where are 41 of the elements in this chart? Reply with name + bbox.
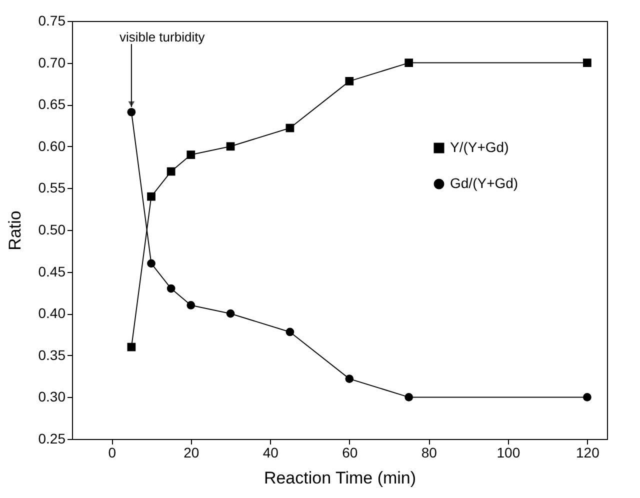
point: [286, 328, 294, 336]
point: [345, 374, 354, 383]
point: [583, 393, 592, 402]
y-tick-label: 0.60: [38, 138, 66, 154]
y-tick-label: 0.25: [38, 430, 66, 446]
y-tick-label: 0.35: [38, 346, 66, 363]
point: [286, 124, 294, 132]
x-tick-label: 60: [342, 444, 358, 460]
x-tick-label: 80: [421, 444, 438, 460]
x-tick-label: 0: [108, 444, 116, 460]
y-tick-label: 0.55: [38, 180, 66, 196]
point: [166, 167, 176, 176]
y-tick-label: 0.30: [38, 388, 66, 405]
x-tick-label: 20: [184, 444, 200, 460]
point: [226, 142, 235, 151]
x-axis-title: Reaction Time (min): [264, 468, 416, 488]
point: [147, 259, 156, 268]
point: [345, 77, 354, 86]
y-tick-label: 0.40: [38, 305, 66, 322]
point: [166, 284, 176, 293]
point: [127, 108, 136, 116]
y-tick-label: 0.50: [38, 222, 66, 238]
x-tick-label: 120: [576, 444, 600, 460]
point: [226, 309, 235, 318]
legend-label: Y/(Y+Gd): [450, 139, 509, 155]
y-tick-label: 0.45: [38, 263, 66, 280]
legend-label: Gd/(Y+Gd): [450, 175, 518, 191]
point: [127, 342, 136, 352]
point: [404, 393, 414, 402]
point: [186, 150, 196, 159]
y-axis-title: Ratio: [5, 210, 24, 250]
point: [404, 58, 414, 67]
y-tick-label: 0.75: [38, 12, 66, 28]
annotation: visible turbidity: [119, 30, 206, 45]
point: [186, 301, 196, 310]
y-tick-label: 0.65: [38, 96, 66, 112]
y-tick-label: 0.70: [38, 54, 66, 70]
point: [583, 58, 592, 67]
x-tick-label: 40: [262, 444, 279, 460]
point: [147, 192, 156, 201]
x-tick-label: 100: [496, 444, 520, 460]
